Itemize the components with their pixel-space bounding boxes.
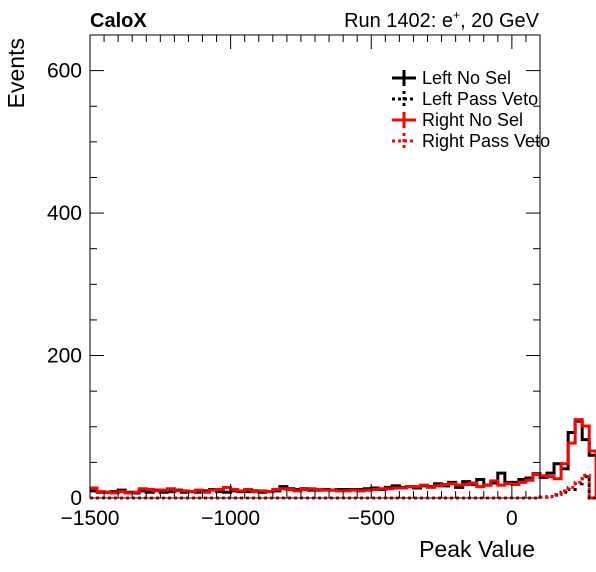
y-tick-label: 200	[47, 345, 82, 368]
y-axis-label: Events	[3, 38, 29, 108]
x-tick-label: −500	[348, 507, 395, 530]
chart-title-left: CaloX	[90, 10, 147, 32]
y-tick-label: 0	[70, 487, 82, 510]
y-tick-label: 600	[47, 60, 82, 83]
x-axis-label: Peak Value	[419, 536, 535, 562]
x-tick-label: 0	[506, 507, 518, 530]
legend-label-right-pass-veto: Right Pass Veto	[422, 131, 550, 151]
legend-label-right-no-sel: Right No Sel	[422, 110, 523, 130]
right-no-sel-series	[90, 418, 596, 500]
y-tick-label: 400	[47, 202, 82, 225]
chart-title-right: Run 1402: e+, 20 GeV	[344, 8, 540, 32]
chart-title-right-part: , 20 GeV	[460, 10, 540, 32]
chart-title-right-part: Run 1402: e	[344, 10, 453, 32]
legend-label-left-no-sel: Left No Sel	[422, 68, 511, 88]
chart-title-right-superscript: +	[453, 8, 460, 22]
tick-layer	[89, 34, 541, 499]
x-tick-label: −1500	[61, 507, 120, 530]
x-tick-label: −1000	[201, 507, 260, 530]
legend-label-left-pass-veto: Left Pass Veto	[422, 89, 538, 109]
tick-label-layer: −1500 −1000 −500 0 0 200 400 600	[47, 60, 518, 530]
